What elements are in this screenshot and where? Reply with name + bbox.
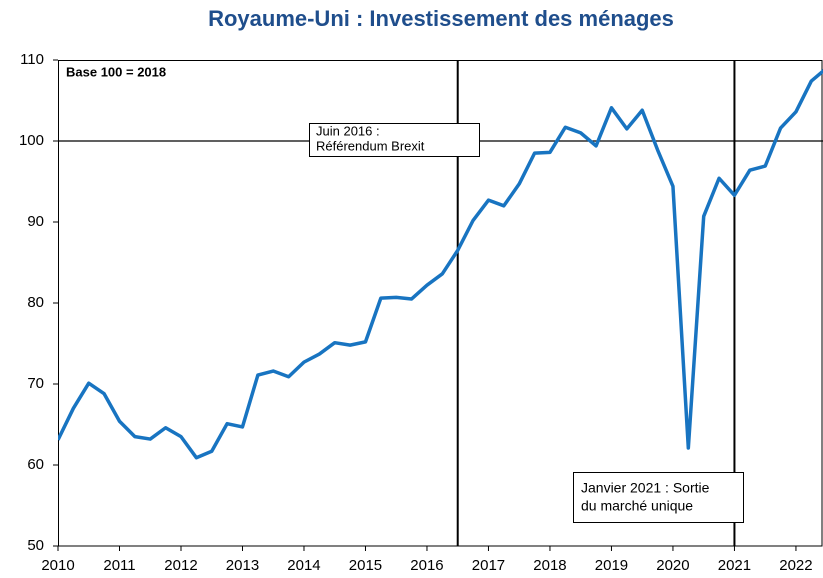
y-tick-label: 70 (27, 375, 44, 392)
plot-frame (58, 60, 823, 547)
plot-area (58, 68, 823, 460)
subtitle: Base 100 = 2018 (66, 64, 166, 79)
x-tick-label: 2021 (718, 557, 751, 574)
data-line (58, 68, 823, 460)
x-tick-label: 2019 (595, 557, 628, 574)
y-tick-label: 50 (27, 537, 44, 554)
annotation-text: Juin 2016 : (316, 123, 380, 138)
x-tick-label: 2010 (41, 557, 74, 574)
x-tick-label: 2016 (410, 557, 443, 574)
y-tick-label: 90 (27, 213, 44, 230)
annotation-text: Janvier 2021 : Sortie (581, 480, 710, 496)
chart-title: Royaume-Uni : Investissement des ménages (208, 6, 674, 31)
annotation-text: Référendum Brexit (316, 138, 425, 153)
annotation-box (573, 472, 744, 523)
y-tick-label: 110 (20, 51, 44, 68)
x-tick-label: 2018 (533, 557, 566, 574)
x-tick-label: 2017 (472, 557, 505, 574)
y-tick-label: 80 (27, 294, 44, 311)
x-tick-label: 2015 (349, 557, 382, 574)
x-tick-label: 2020 (656, 557, 689, 574)
x-tick-label: 2011 (103, 557, 135, 574)
x-tick-label: 2013 (226, 557, 259, 574)
annotation-text: du marché unique (581, 498, 693, 514)
x-tick-label: 2012 (164, 557, 197, 574)
y-tick-label: 100 (19, 132, 44, 149)
x-tick-label: 2014 (287, 557, 320, 574)
y-tick-label: 60 (27, 456, 44, 473)
annotation-box (309, 123, 480, 157)
x-tick-label: 2022 (779, 557, 812, 574)
